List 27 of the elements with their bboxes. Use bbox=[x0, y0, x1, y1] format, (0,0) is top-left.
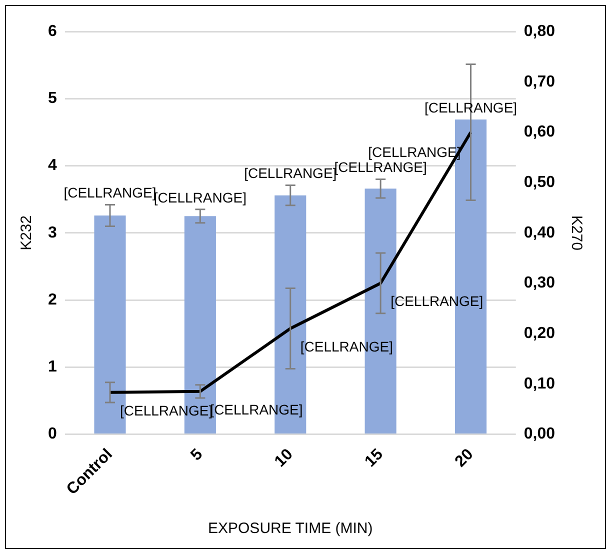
y-tick-label: 4 bbox=[48, 157, 57, 174]
x-axis-title: EXPOSURE TIME (MIN) bbox=[208, 520, 373, 538]
y-tick-label: 6 bbox=[48, 23, 57, 40]
y-tick-label: 2 bbox=[48, 291, 57, 308]
y2-axis-title: K270 bbox=[568, 215, 585, 250]
y2-tick-label: 0,60 bbox=[524, 124, 556, 141]
x-tick-label: 15 bbox=[362, 446, 387, 471]
x-tick-label: 5 bbox=[188, 446, 206, 464]
data-label: [CELLRANGE] bbox=[300, 338, 393, 354]
data-label: [CELLRANGE] bbox=[424, 99, 518, 116]
y2-tick-label: 0,20 bbox=[524, 324, 556, 342]
data-label: [CELLRANGE] bbox=[210, 401, 303, 418]
data-label: [CELLRANGE] bbox=[390, 293, 484, 310]
y2-tick-label: 0,50 bbox=[524, 174, 556, 191]
y-axis-title: K232 bbox=[18, 215, 36, 250]
y-tick-label: 5 bbox=[48, 90, 57, 108]
y2-tick-label: 0,70 bbox=[524, 73, 556, 90]
y-tick-label: 1 bbox=[48, 358, 57, 376]
y2-tick-label: 0,80 bbox=[524, 23, 556, 40]
x-tick-label: 10 bbox=[272, 446, 296, 471]
y2-tick-label: 0,30 bbox=[524, 274, 556, 292]
y-tick-label: 3 bbox=[48, 224, 57, 242]
x-tick-label: 20 bbox=[452, 446, 477, 471]
y-tick-label: 0 bbox=[48, 426, 57, 443]
y2-tick-label: 0,40 bbox=[524, 224, 556, 242]
y2-tick-label: 0,10 bbox=[524, 375, 556, 392]
y2-tick-label: 0,00 bbox=[524, 426, 556, 443]
